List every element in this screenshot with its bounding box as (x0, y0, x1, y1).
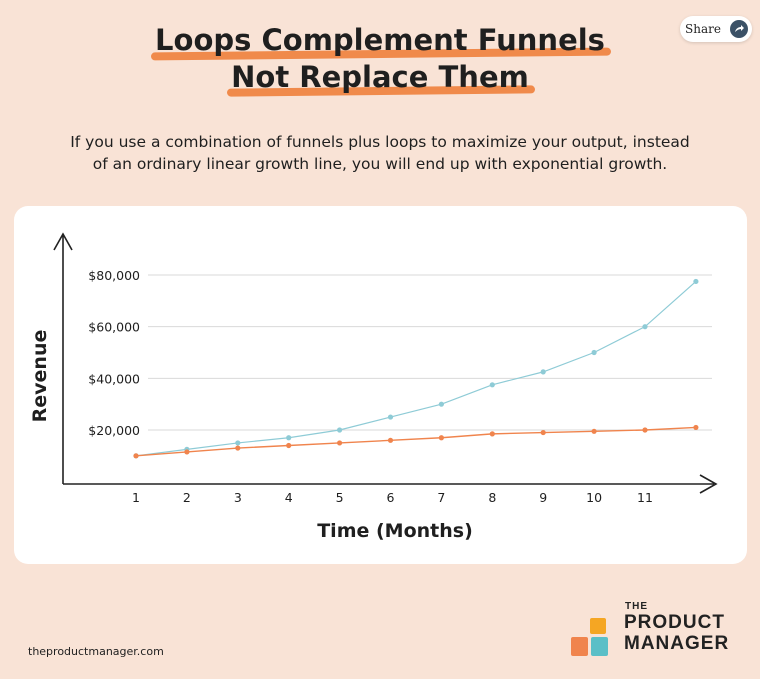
x-tick-label: 7 (437, 490, 445, 505)
logo-wordmark: THE PRODUCT MANAGER (624, 601, 729, 654)
y-axis-label: Revenue (29, 330, 51, 423)
data-point (337, 427, 343, 433)
y-tick-label: $80,000 (88, 268, 140, 283)
subtitle: If you use a combination of funnels plus… (40, 131, 720, 175)
data-point (540, 369, 546, 375)
data-point (438, 435, 444, 441)
data-point (235, 445, 241, 451)
data-point (693, 424, 699, 431)
data-point (235, 440, 241, 446)
data-point (642, 427, 648, 433)
data-point (540, 429, 546, 436)
subtitle-line-1: If you use a combination of funnels plus… (70, 133, 690, 151)
data-point (286, 435, 292, 441)
data-point (184, 449, 190, 455)
x-tick-label: 4 (285, 490, 293, 505)
chart-card: $20,000 $40,000 $60,000 $80,000 1 2 3 4 5 6 7 8 9 10… (14, 206, 747, 564)
logo-blocks-icon (571, 618, 608, 656)
data-point (387, 414, 394, 420)
logo-the: THE (625, 601, 648, 612)
data-point (489, 382, 495, 388)
data-point (489, 431, 495, 437)
y-tick-label: $20,000 (88, 423, 140, 438)
series-line (135, 426, 696, 457)
x-tick-label: 8 (488, 490, 496, 505)
x-tick-label: 10 (586, 490, 602, 505)
x-tick-label: 11 (637, 490, 653, 505)
x-tick-label: 6 (387, 490, 395, 505)
x-tick-label: 2 (183, 490, 191, 505)
page-title: Loops Complement Funnels Not Replace The… (0, 22, 760, 97)
data-point (387, 437, 394, 443)
subtitle-line-2: of an ordinary linear growth line, you w… (92, 155, 668, 173)
share-button[interactable]: Share (680, 16, 752, 42)
y-tick-label: $60,000 (88, 320, 140, 335)
data-point (591, 349, 597, 356)
x-tick-label: 5 (336, 490, 344, 505)
share-label: Share (685, 22, 721, 36)
data-point (438, 401, 444, 407)
data-point (591, 428, 597, 434)
footer-url: theproductmanager.com (28, 645, 164, 658)
logo-manager: MANAGER (624, 633, 730, 654)
data-point (642, 324, 648, 330)
data-point (693, 278, 699, 285)
title-line-2: Not Replace Them (231, 60, 529, 94)
x-tick-label: 1 (132, 490, 140, 505)
data-point (337, 440, 343, 446)
y-tick-label: $40,000 (88, 371, 140, 386)
x-axis (63, 474, 718, 494)
x-tick-label: 9 (539, 490, 547, 505)
logo-product: PRODUCT (624, 612, 725, 633)
product-manager-logo: THE PRODUCT MANAGER (570, 601, 740, 663)
series-line (135, 281, 697, 457)
data-point (133, 453, 139, 459)
x-axis-label: Time (Months) (317, 520, 473, 542)
share-arrow-icon (730, 20, 748, 38)
title-line-1: Loops Complement Funnels (155, 23, 605, 57)
x-tick-label: 3 (234, 490, 242, 505)
y-axis (53, 232, 73, 484)
data-point (286, 442, 292, 449)
growth-chart: $20,000 $40,000 $60,000 $80,000 1 2 3 4 5 6 7 8 9 10… (29, 232, 718, 542)
